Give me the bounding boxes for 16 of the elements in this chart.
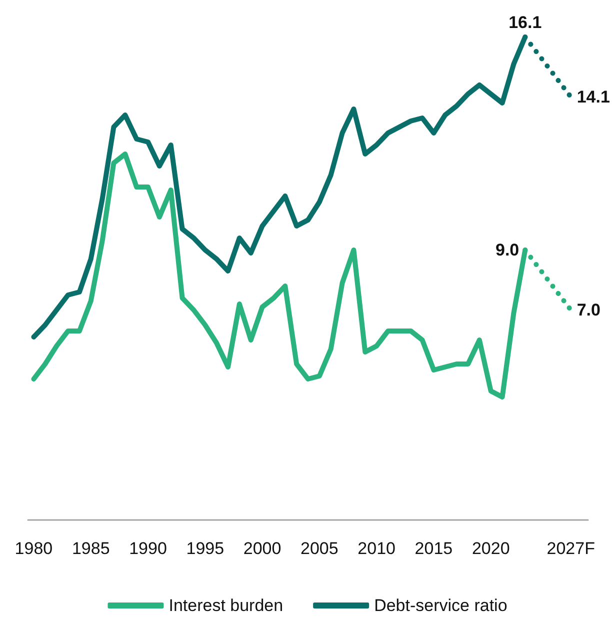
x-tick-label: 1990 xyxy=(129,539,167,558)
data-label: 9.0 xyxy=(496,240,520,260)
data-label: 16.1 xyxy=(508,13,542,32)
x-tick-label: 2000 xyxy=(243,539,282,558)
x-tick-label: 1995 xyxy=(186,539,224,558)
x-tick-label: 1980 xyxy=(14,539,53,558)
x-tick-label: 2020 xyxy=(472,539,510,558)
x-tick-label: 2010 xyxy=(358,539,396,558)
x-tick-label: 2005 xyxy=(300,539,338,558)
x-tick-label: 1985 xyxy=(72,539,110,558)
data-label: 7.0 xyxy=(576,300,600,320)
legend-label: Interest burden xyxy=(168,596,284,615)
legend-label: Debt-service ratio xyxy=(374,596,508,615)
x-tick-label: 2027F xyxy=(546,539,595,558)
x-tick-label: 2015 xyxy=(414,539,453,558)
data-label: 14.1 xyxy=(576,88,610,106)
